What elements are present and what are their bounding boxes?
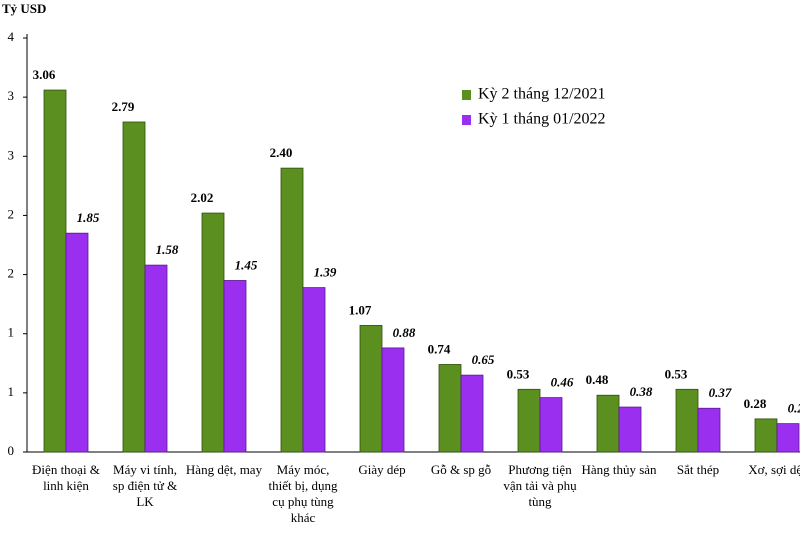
legend-swatch: [462, 115, 471, 125]
value-label: 0.38: [630, 384, 653, 399]
x-tick-label: Phương tiện vận tải và phụ tùng: [503, 462, 577, 509]
value-label: 0.74: [428, 341, 451, 356]
bar: [359, 325, 383, 453]
value-label: 1.45: [235, 257, 258, 272]
bar: [438, 364, 462, 453]
value-label: 0.24: [788, 401, 800, 416]
bar: [618, 406, 642, 453]
value-label: 0.88: [393, 325, 416, 340]
bar: [144, 264, 168, 453]
value-label: 0.37: [709, 385, 732, 400]
bar: [65, 232, 89, 453]
value-label: 0.53: [665, 366, 688, 381]
y-tick-label: 1: [8, 325, 15, 340]
bar: [201, 212, 225, 453]
x-tick-label: Sắt thép: [676, 462, 720, 477]
bar: [539, 397, 563, 453]
value-label: 1.58: [156, 242, 179, 257]
bar: [675, 388, 699, 453]
legend-label: Kỳ 2 tháng 12/2021: [478, 86, 606, 103]
x-tick-label: Máy vi tính, sp điện tử & LK: [112, 462, 178, 509]
value-label: 3.06: [33, 67, 56, 82]
bar: [122, 121, 146, 453]
value-label: 2.40: [270, 145, 293, 160]
bar: [280, 167, 304, 453]
bar: [302, 287, 326, 453]
y-tick-label: 3: [8, 88, 15, 103]
y-tick-label: 4: [8, 29, 15, 44]
x-tick-label: Giày dép: [358, 462, 406, 477]
value-label: 0.48: [586, 372, 609, 387]
x-tick-label: Xơ, sợi dệt: [748, 462, 800, 477]
y-tick-label: 3: [8, 147, 15, 162]
value-label: 0.46: [551, 375, 574, 390]
value-label: 1.39: [314, 265, 337, 280]
x-tick-label: Máy móc, thiết bị, dụng cụ phụ tùng khác: [268, 462, 338, 525]
bar: [43, 89, 67, 453]
x-tick-label: Hàng dệt, may: [185, 462, 263, 477]
value-label: 2.02: [191, 190, 214, 205]
y-axis-label: Tỷ USD: [2, 1, 46, 16]
value-label: 0.28: [744, 396, 767, 411]
bar: [460, 374, 484, 453]
value-label: 1.07: [349, 302, 372, 317]
bar: [223, 280, 247, 453]
bar: [596, 394, 620, 453]
legend-label: Kỳ 1 tháng 01/2022: [478, 111, 606, 128]
value-label: 2.79: [112, 99, 135, 114]
y-tick-label: 2: [8, 266, 15, 281]
legend-swatch: [462, 90, 471, 100]
x-tick-label: Hàng thủy sản: [581, 462, 657, 477]
value-label: 0.65: [472, 352, 495, 367]
y-tick-label: 2: [8, 206, 15, 221]
value-label: 1.85: [77, 210, 100, 225]
y-tick-label: 0: [8, 443, 15, 458]
bar: [754, 418, 778, 453]
value-label: 0.53: [507, 366, 530, 381]
x-tick-label: Điện thoại & linh kiện: [32, 462, 100, 493]
x-tick-label: Gỗ & sp gỗ: [430, 462, 492, 477]
bar: [776, 423, 800, 453]
y-tick-label: 1: [8, 384, 15, 399]
bar: [697, 407, 721, 453]
bar: [381, 347, 405, 453]
bar: [517, 388, 541, 453]
